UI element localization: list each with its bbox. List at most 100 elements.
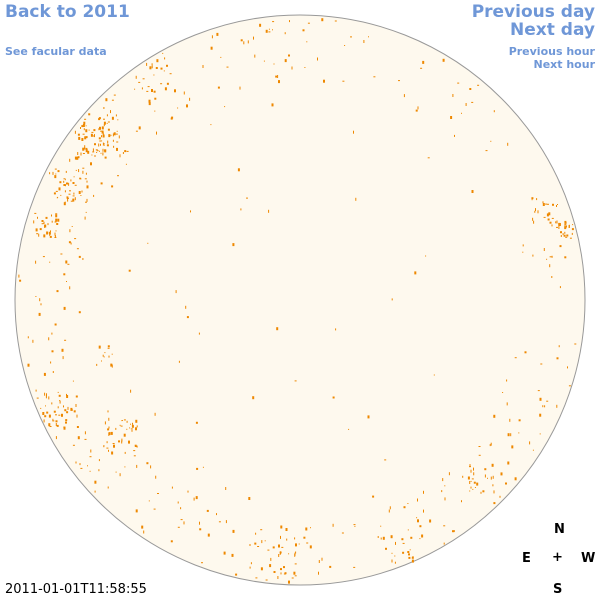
facula-point [547,218,550,221]
facula-point [130,423,131,425]
facula-point [82,167,85,169]
facula-point [522,244,524,247]
facula-point [39,228,42,231]
facula-point [473,467,474,471]
facula-point [77,156,80,159]
facula-point [150,465,152,469]
facula-point [286,538,288,541]
previous-hour-link[interactable]: Previous hour [508,45,595,58]
facula-point [493,502,496,505]
facula-point [84,118,87,120]
facula-point [559,245,562,248]
facula-point [155,67,158,69]
facula-point [223,551,226,555]
facula-point [154,110,156,112]
facula-point [43,234,46,238]
facula-point [64,179,66,181]
facula-point [82,153,85,154]
facula-point [546,213,549,217]
facula-point [104,421,106,425]
facula-point [86,198,88,202]
facula-point [146,462,149,465]
facula-point [489,444,491,447]
back-to-year-link[interactable]: Back to 2011 [5,2,130,22]
facula-point [119,424,121,426]
facula-point [74,184,77,186]
facula-point [43,419,45,423]
facula-point [40,303,42,306]
next-hour-link[interactable]: Next hour [533,58,596,71]
facula-point [66,393,67,396]
facula-point [59,181,62,184]
facula-point [403,94,405,98]
facula-point [55,436,57,440]
facula-point [402,542,405,544]
facula-point [48,396,50,400]
see-facular-data-link[interactable]: See facular data [5,45,107,58]
facula-point [84,431,86,435]
facula-point [225,520,227,524]
facula-point [57,196,59,198]
facula-point [77,436,80,440]
facula-point [92,151,95,153]
facula-point [117,119,119,121]
facula-point [69,158,71,162]
facula-point [46,393,47,397]
previous-day-link[interactable]: Previous day [471,2,595,22]
facula-point [101,140,103,142]
facula-point [108,417,110,421]
facula-point [410,536,413,539]
facula-point [116,130,118,132]
next-day-link[interactable]: Next day [510,20,595,40]
facula-point [92,148,94,152]
facula-point [453,530,455,533]
facula-point [543,216,546,218]
facula-point [72,195,75,197]
facula-point [124,451,126,454]
facula-point [67,406,69,410]
facula-point [163,70,165,72]
facula-point [533,220,535,224]
facula-point [141,525,144,529]
facula-point [288,54,290,57]
facula-point [117,175,119,177]
facula-point [103,445,105,447]
facula-point [82,258,84,260]
facula-point [84,216,86,220]
facula-point [80,467,83,469]
facula-point [536,198,538,201]
facula-point [493,110,495,113]
facula-point [474,487,476,488]
facula-point [454,134,455,137]
facula-point [65,260,68,264]
facula-point [156,131,157,135]
facula-point [183,91,185,95]
facula-point [235,573,238,576]
facula-point [558,345,560,348]
facula-point [59,400,61,404]
facula-point [57,406,59,409]
facula-point [72,198,75,202]
facula-point [63,405,64,408]
facula-point [171,116,174,119]
facula-point [112,139,114,142]
facula-point [81,190,83,193]
facula-point [546,258,548,260]
facula-point [54,235,56,238]
facula-point [201,562,203,564]
facula-point [564,231,566,234]
facula-point [104,156,107,159]
facula-point [154,97,157,100]
facula-point [170,540,173,543]
facula-point [278,554,280,557]
facula-point [65,170,67,173]
facula-point [211,35,213,39]
facula-point [514,477,517,481]
facula-point [493,490,495,494]
facula-point [524,351,527,354]
facula-point [471,101,474,103]
facula-point [303,536,306,539]
facula-point [231,553,234,557]
facula-point [63,306,66,310]
facula-point [113,145,115,148]
